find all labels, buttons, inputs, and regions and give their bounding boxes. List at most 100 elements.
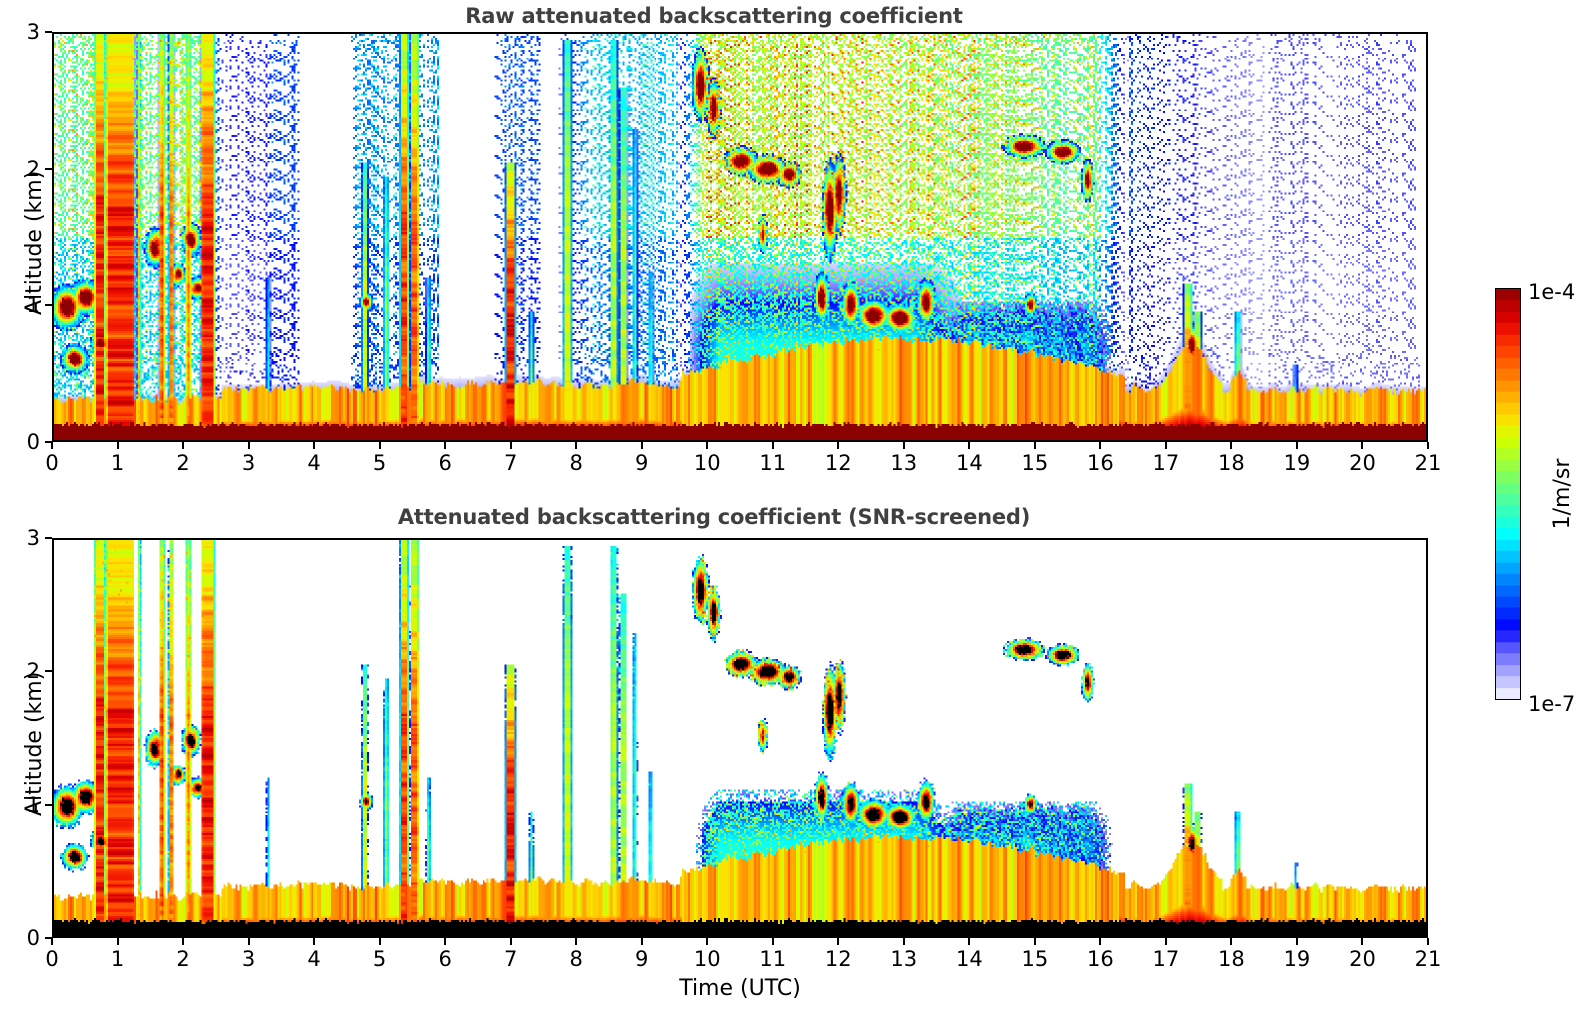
x-tick-label-top-0: 0 [45,451,59,475]
x-tick-label-top-20: 20 [1349,451,1376,475]
x-tick-label-top-10: 10 [693,451,721,475]
x-tick-label-top-9: 9 [635,451,649,475]
y-tick-label-bottom-1: 1 [26,792,40,817]
heatmap-raw [54,34,1426,440]
x-tick-bottom-11 [771,938,774,945]
y-tick-label-bottom-2: 2 [26,659,40,684]
x-tick-top-2 [182,442,185,449]
x-tick-bottom-17 [1164,938,1167,945]
x-tick-top-21 [1427,442,1429,449]
x-tick-top-4 [313,442,316,449]
x-tick-label-bottom-3: 3 [241,947,256,971]
x-tick-label-top-15: 15 [1021,451,1049,475]
x-tick-label-bottom-8: 8 [569,947,583,971]
x-tick-label-bottom-6: 6 [438,947,452,971]
x-tick-bottom-13 [902,938,905,945]
x-tick-top-19 [1295,442,1298,449]
x-tick-top-12 [837,442,840,449]
x-tick-bottom-5 [378,938,381,945]
x-tick-top-1 [116,442,119,449]
y-tick-bottom-1 [45,803,52,806]
x-tick-top-17 [1164,442,1167,449]
x-tick-bottom-14 [968,938,971,945]
x-tick-bottom-19 [1295,938,1298,945]
x-tick-top-6 [444,442,447,449]
x-tick-label-bottom-15: 15 [1021,947,1049,971]
x-tick-bottom-9 [640,938,643,945]
x-tick-bottom-21 [1427,938,1429,945]
x-tick-bottom-16 [1099,938,1102,945]
colorbar-unit-label: 1/m/sr [1550,458,1575,530]
x-tick-bottom-18 [1230,938,1233,945]
x-tick-bottom-15 [1033,938,1036,945]
x-tick-label-bottom-17: 17 [1152,947,1180,971]
x-tick-label-bottom-18: 18 [1218,947,1245,971]
x-tick-label-top-14: 14 [955,451,983,475]
x-tick-label-top-1: 1 [110,451,125,475]
x-tick-bottom-8 [575,938,578,945]
y-axis-label-bottom: Altitude (km) [22,671,47,816]
colorbar [1495,288,1521,700]
x-tick-top-7 [509,442,512,449]
x-tick-label-bottom-16: 16 [1087,947,1114,971]
x-tick-bottom-3 [247,938,250,945]
x-tick-top-11 [771,442,774,449]
x-tick-top-5 [378,442,381,449]
x-tick-label-top-4: 4 [307,451,321,475]
y-tick-label-top-2: 2 [26,156,40,181]
x-tick-label-bottom-11: 11 [759,947,787,971]
colorbar-max-label: 1e-4 [1528,280,1576,304]
x-tick-label-top-11: 11 [759,451,787,475]
x-tick-bottom-12 [837,938,840,945]
x-tick-label-top-8: 8 [569,451,583,475]
x-tick-top-13 [902,442,905,449]
x-axis-label: Time (UTC) [679,976,801,1001]
x-tick-label-top-6: 6 [438,451,452,475]
x-tick-label-top-13: 13 [890,451,918,475]
y-tick-top-2 [45,167,52,170]
x-tick-label-bottom-1: 1 [110,947,125,971]
x-tick-label-top-5: 5 [372,451,387,475]
x-tick-top-8 [575,442,578,449]
x-tick-label-top-16: 16 [1087,451,1114,475]
y-tick-label-bottom-3: 3 [26,526,40,550]
y-axis-label-top: Altitude (km) [22,170,47,315]
x-tick-top-3 [247,442,250,449]
x-tick-bottom-6 [444,938,447,945]
x-tick-label-top-18: 18 [1218,451,1245,475]
x-tick-bottom-4 [313,938,316,945]
x-tick-label-bottom-7: 7 [503,947,518,971]
x-tick-label-top-3: 3 [241,451,256,475]
y-tick-top-0 [45,441,52,443]
x-tick-label-top-7: 7 [503,451,518,475]
colorbar-gradient [1495,288,1521,700]
x-tick-label-top-17: 17 [1152,451,1180,475]
x-tick-label-top-19: 19 [1283,451,1311,475]
x-tick-label-bottom-4: 4 [307,947,321,971]
x-tick-bottom-20 [1361,938,1364,945]
x-tick-label-bottom-9: 9 [635,947,649,971]
y-tick-top-1 [45,304,52,307]
axes-screened [52,538,1428,938]
x-tick-label-bottom-13: 13 [890,947,918,971]
y-tick-label-bottom-0: 0 [26,926,40,950]
x-tick-label-bottom-12: 12 [824,947,852,971]
x-tick-top-16 [1099,442,1102,449]
panel-title-screened: Attenuated backscattering coefficient (S… [397,505,1031,529]
x-tick-label-bottom-19: 19 [1283,947,1311,971]
x-tick-label-bottom-20: 20 [1349,947,1376,971]
x-tick-top-9 [640,442,643,449]
x-tick-bottom-1 [116,938,119,945]
x-tick-label-bottom-10: 10 [693,947,721,971]
y-tick-label-top-0: 0 [26,430,40,454]
y-tick-bottom-3 [45,537,52,539]
x-tick-label-top-12: 12 [824,451,852,475]
x-tick-label-top-2: 2 [176,451,190,475]
colorbar-min-label: 1e-7 [1528,692,1576,716]
x-tick-label-top-21: 21 [1414,451,1442,475]
y-tick-top-3 [45,31,52,33]
x-tick-top-10 [706,442,709,449]
x-tick-top-20 [1361,442,1364,449]
y-tick-bottom-2 [45,670,52,673]
